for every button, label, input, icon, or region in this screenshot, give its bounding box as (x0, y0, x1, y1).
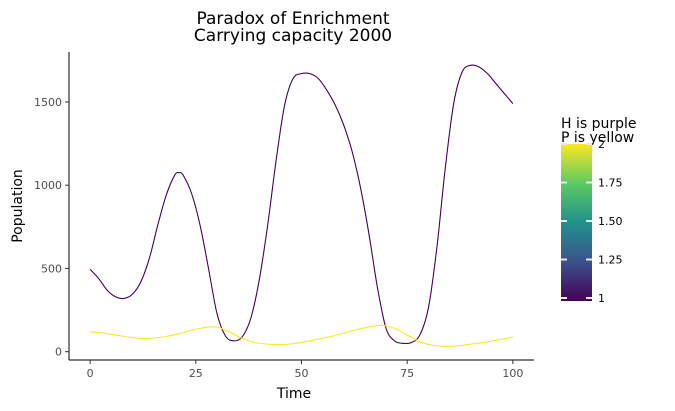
series-line-2 (90, 324, 513, 347)
chart-title: Paradox of Enrichment (196, 9, 389, 29)
y-axis-title: Population (10, 169, 26, 243)
plot-area (89, 64, 514, 347)
colorbar-tick-label: 1.75 (598, 177, 623, 190)
x-tick-label: 0 (87, 367, 94, 380)
legend-colorbar (561, 144, 592, 301)
x-tick-label: 75 (400, 367, 414, 380)
y-tick-label: 500 (41, 262, 62, 275)
x-tick-label: 25 (189, 367, 203, 380)
x-tick-label: 50 (295, 367, 309, 380)
chart-subtitle: Carrying capacity 2000 (194, 26, 392, 46)
series-line-1 (89, 64, 514, 345)
y-tick-label: 1000 (34, 179, 62, 192)
colorbar-tick-label: 1.25 (598, 254, 623, 267)
colorbar-tick-label: 1.50 (598, 215, 623, 228)
colorbar-tick-label: 2 (598, 138, 605, 151)
legend-title-line-2: P is yellow (561, 130, 634, 146)
x-axis-ticks: 0 25 50 75 100 (87, 360, 523, 380)
y-tick-label: 0 (55, 346, 62, 359)
colorbar-tick-label: 1 (598, 292, 605, 305)
legend-title-line-1: H is purple (561, 116, 637, 132)
legend: H is purple P is yellow 1 1.25 1.50 1.75 2 (561, 116, 637, 305)
x-tick-label: 100 (502, 367, 523, 380)
legend-colorbar-ticks: 1 1.25 1.50 1.75 2 (561, 138, 623, 305)
x-axis-title: Time (276, 386, 311, 402)
y-tick-label: 1500 (34, 96, 62, 109)
y-axis-ticks: 0 500 1000 1500 (34, 96, 69, 359)
